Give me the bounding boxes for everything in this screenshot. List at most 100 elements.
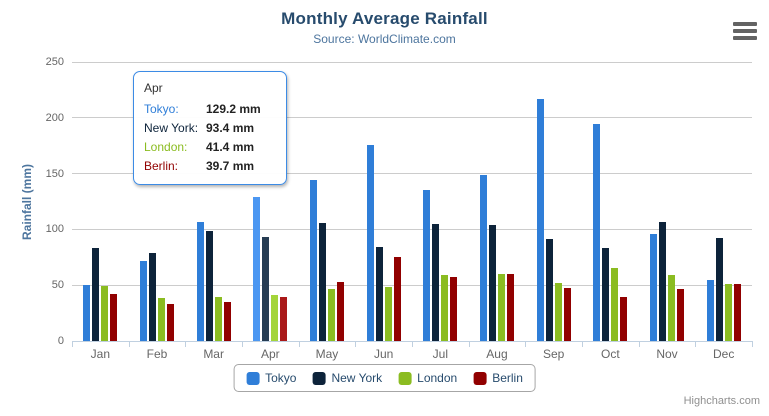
bar-london-jun[interactable] xyxy=(384,287,392,341)
bar-tokyo-mar[interactable] xyxy=(196,222,204,341)
y-axis-tick-label: 200 xyxy=(45,111,64,124)
hamburger-icon xyxy=(733,22,757,40)
bar-new-york-may[interactable] xyxy=(319,222,326,341)
bar-new-york-dec[interactable] xyxy=(715,237,723,341)
tooltip-series-name: New York: xyxy=(144,121,199,135)
bar-tokyo-aug[interactable] xyxy=(480,175,487,341)
bar-berlin-jun[interactable] xyxy=(393,256,401,341)
bar-berlin-sep[interactable] xyxy=(563,287,571,341)
legend-symbol xyxy=(312,371,326,385)
legend: Tokyo New York London Berlin xyxy=(233,364,536,392)
x-axis-tick xyxy=(582,342,583,347)
x-axis-label-jul: Jul xyxy=(432,347,448,361)
bar-london-nov[interactable] xyxy=(668,274,675,341)
legend-item-new-york[interactable]: New York xyxy=(312,371,382,385)
context-menu-button[interactable] xyxy=(729,18,761,46)
tooltip-series-value: 129.2 mm xyxy=(206,102,261,116)
bar-new-york-jul[interactable] xyxy=(432,223,440,341)
legend-symbol xyxy=(473,371,487,385)
tooltip-row-new-york: New York: 93.4 mm xyxy=(144,119,276,138)
tooltip-row-tokyo: Tokyo: 129.2 mm xyxy=(144,100,276,119)
bar-london-sep[interactable] xyxy=(554,282,562,341)
bar-berlin-jul[interactable] xyxy=(450,276,458,341)
bar-new-york-aug[interactable] xyxy=(489,224,496,341)
bar-tokyo-feb[interactable] xyxy=(140,261,147,341)
legend-label: London xyxy=(417,371,458,385)
bar-new-york-jan[interactable] xyxy=(92,247,100,341)
bar-tokyo-sep[interactable] xyxy=(536,99,544,341)
x-axis-label-dec: Dec xyxy=(712,347,735,361)
credits-link[interactable]: Highcharts.com xyxy=(683,395,760,407)
x-axis-label-may: May xyxy=(315,347,339,361)
bar-london-dec[interactable] xyxy=(724,283,732,341)
bar-london-aug[interactable] xyxy=(498,274,505,341)
bar-tokyo-jul[interactable] xyxy=(423,189,431,341)
bar-london-jan[interactable] xyxy=(101,286,109,341)
bar-berlin-dec[interactable] xyxy=(733,283,741,341)
bar-new-york-nov[interactable] xyxy=(659,222,666,341)
legend-label: New York xyxy=(331,371,383,385)
tooltip-header: Apr xyxy=(144,81,163,95)
tooltip: Apr Tokyo: 129.2 mm New York: 93.4 mm London… xyxy=(133,71,287,185)
x-axis-label-sep: Sep xyxy=(542,347,565,361)
legend-symbol xyxy=(246,371,260,385)
bar-berlin-nov[interactable] xyxy=(677,288,684,341)
bar-berlin-mar[interactable] xyxy=(223,302,231,341)
bar-tokyo-oct[interactable] xyxy=(593,124,601,341)
tooltip-row-london: London: 41.4 mm xyxy=(144,138,276,157)
legend-item-berlin[interactable]: Berlin xyxy=(473,371,523,385)
bar-new-york-feb[interactable] xyxy=(149,253,156,341)
x-axis-tick xyxy=(412,342,413,347)
bar-berlin-aug[interactable] xyxy=(507,273,514,341)
x-axis-tick xyxy=(72,342,73,347)
y-gridline xyxy=(72,228,752,230)
bar-tokyo-dec[interactable] xyxy=(706,280,714,341)
legend-label: Berlin xyxy=(492,371,523,385)
x-axis-label-feb: Feb xyxy=(146,347,168,361)
bar-berlin-oct[interactable] xyxy=(620,297,628,341)
bar-london-may[interactable] xyxy=(328,288,335,341)
y-axis-tick-label: 50 xyxy=(51,279,64,292)
bar-london-feb[interactable] xyxy=(158,297,165,341)
bar-new-york-sep[interactable] xyxy=(545,239,553,341)
bar-tokyo-apr[interactable] xyxy=(253,196,261,341)
y-axis-tick-label: 100 xyxy=(45,223,64,236)
y-axis-title: Rainfall (mm) xyxy=(20,164,34,241)
bar-new-york-apr[interactable] xyxy=(262,236,270,341)
x-axis-label-nov: Nov xyxy=(656,347,678,361)
x-axis-tick xyxy=(468,342,470,347)
legend-item-tokyo[interactable]: Tokyo xyxy=(246,371,296,385)
bar-new-york-oct[interactable] xyxy=(602,247,610,341)
bar-new-york-jun[interactable] xyxy=(375,246,383,341)
bar-berlin-apr[interactable] xyxy=(280,296,288,341)
x-axis-label-jun: Jun xyxy=(373,347,394,361)
bar-tokyo-nov[interactable] xyxy=(650,234,657,341)
bar-berlin-feb[interactable] xyxy=(167,303,174,341)
y-gridline xyxy=(72,117,752,119)
x-axis-label-jan: Jan xyxy=(90,347,110,361)
bar-tokyo-may[interactable] xyxy=(310,180,317,341)
tooltip-series-value: 39.7 mm xyxy=(206,159,255,173)
x-axis-tick xyxy=(638,342,640,347)
bar-london-jul[interactable] xyxy=(441,275,449,341)
tooltip-series-value: 93.4 mm xyxy=(206,121,255,135)
bar-berlin-jan[interactable] xyxy=(110,293,118,341)
x-axis-tick xyxy=(695,342,697,347)
x-axis-label-aug: Aug xyxy=(486,347,508,361)
chart-subtitle: Source: WorldClimate.com xyxy=(313,32,456,46)
x-axis-tick xyxy=(752,342,753,347)
bar-london-mar[interactable] xyxy=(214,297,222,341)
legend-item-london[interactable]: London xyxy=(398,371,457,385)
bar-new-york-mar[interactable] xyxy=(205,231,213,341)
legend-symbol xyxy=(398,371,412,385)
x-axis-tick xyxy=(242,342,243,347)
x-axis-label-apr: Apr xyxy=(260,347,280,361)
bar-berlin-may[interactable] xyxy=(337,282,344,341)
bar-london-oct[interactable] xyxy=(611,268,619,341)
bar-tokyo-jan[interactable] xyxy=(83,285,91,341)
bar-tokyo-jun[interactable] xyxy=(366,144,374,341)
bar-london-apr[interactable] xyxy=(271,294,279,341)
tooltip-rows: Tokyo: 129.2 mm New York: 93.4 mm London: 41.… xyxy=(144,100,276,176)
x-axis-tick xyxy=(355,342,357,347)
